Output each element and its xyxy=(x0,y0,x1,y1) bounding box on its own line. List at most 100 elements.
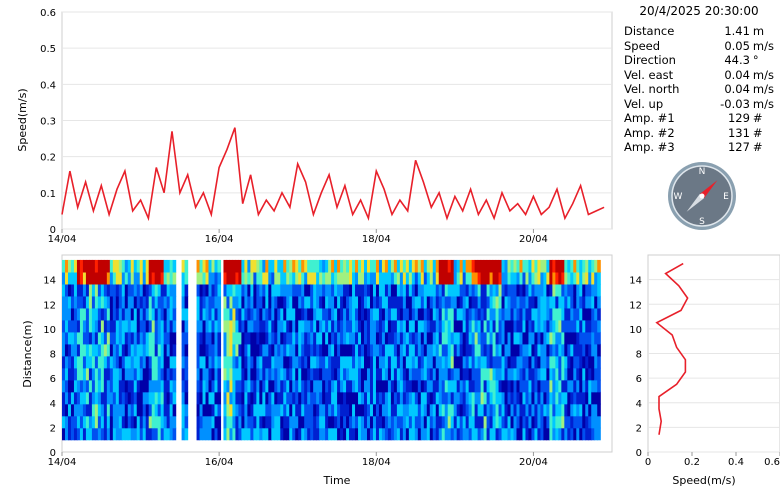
heatmap-cell xyxy=(88,259,93,273)
heatmap-cell xyxy=(238,319,242,333)
heatmap-cell xyxy=(196,379,201,393)
heatmap-cell xyxy=(64,307,69,321)
heatmap-cell xyxy=(495,379,500,393)
heatmap-cell xyxy=(498,391,503,405)
heatmap-cell xyxy=(67,307,72,321)
heatmap-cell xyxy=(570,319,574,333)
heatmap-cell xyxy=(420,343,425,357)
heatmap-cell xyxy=(253,391,257,405)
heatmap-cell xyxy=(552,271,556,285)
heatmap-cell xyxy=(217,295,222,309)
heatmap-cell xyxy=(453,259,458,273)
heatmap-cell xyxy=(67,343,72,357)
heatmap-cell xyxy=(364,367,368,381)
heatmap-cell xyxy=(450,331,455,345)
heatmap-cell xyxy=(459,391,464,405)
y-tick-label: 0 xyxy=(50,225,56,236)
heatmap-cell xyxy=(540,283,544,297)
heatmap-cell xyxy=(316,415,320,429)
heatmap-cell xyxy=(477,271,482,285)
heatmap-cell xyxy=(157,295,162,309)
heatmap-cell xyxy=(256,319,260,333)
heatmap-cell xyxy=(148,343,153,357)
heatmap-cell xyxy=(166,295,171,309)
heatmap-cell xyxy=(495,283,500,297)
heatmap-cell xyxy=(235,427,240,441)
heatmap-cell xyxy=(88,391,93,405)
heatmap-cell xyxy=(456,319,461,333)
heatmap-cell xyxy=(579,283,583,297)
heatmap-cell xyxy=(64,319,69,333)
heatmap-cell xyxy=(82,319,87,333)
heatmap-cell xyxy=(241,307,245,321)
heatmap-cell xyxy=(522,343,527,357)
heatmap-cell xyxy=(292,379,296,393)
heatmap-cell xyxy=(519,355,524,369)
heatmap-cell xyxy=(169,271,174,285)
heatmap-cell xyxy=(331,259,335,273)
heatmap-cell xyxy=(477,283,482,297)
heatmap-cell xyxy=(145,295,150,309)
heatmap-cell xyxy=(558,415,562,429)
heatmap-cell xyxy=(543,331,547,345)
heatmap-cell xyxy=(369,307,374,321)
heatmap-cell xyxy=(486,403,491,417)
heatmap-cell xyxy=(292,319,296,333)
heatmap-cell xyxy=(522,391,527,405)
heatmap-cell xyxy=(561,379,565,393)
heatmap-cell xyxy=(301,271,305,285)
heatmap-cell xyxy=(331,331,335,345)
heatmap-cell xyxy=(477,259,482,273)
heatmap-cell xyxy=(423,367,428,381)
y-tick-label: 2 xyxy=(50,423,56,434)
heatmap-cell xyxy=(546,283,550,297)
heatmap-cell xyxy=(334,295,338,309)
heatmap-cell xyxy=(151,343,156,357)
heatmap-cell xyxy=(184,367,189,381)
heatmap-cell xyxy=(163,331,168,345)
heatmap-cell xyxy=(540,319,544,333)
heatmap-cell xyxy=(369,391,374,405)
heatmap-cell xyxy=(235,367,240,381)
heatmap-cell xyxy=(64,427,69,441)
heatmap-cell xyxy=(471,415,476,429)
heatmap-cell xyxy=(271,319,275,333)
heatmap-cell xyxy=(265,283,269,297)
heatmap-cell xyxy=(295,331,299,345)
heatmap-cell xyxy=(414,271,419,285)
heatmap-cell xyxy=(241,367,245,381)
heatmap-cell xyxy=(588,259,592,273)
heatmap-cell xyxy=(274,367,278,381)
heatmap-cell xyxy=(399,331,404,345)
heatmap-cell xyxy=(375,259,380,273)
heatmap-cell xyxy=(552,307,556,321)
heatmap-cell xyxy=(346,295,350,309)
heatmap-cell xyxy=(160,331,165,345)
heatmap-cell xyxy=(79,271,84,285)
heatmap-cell xyxy=(247,319,251,333)
heatmap-cell xyxy=(426,319,431,333)
heatmap-cell xyxy=(307,331,311,345)
heatmap-cell xyxy=(387,259,392,273)
heatmap-cell xyxy=(250,331,254,345)
heatmap-cell xyxy=(241,415,245,429)
heatmap-cell xyxy=(555,283,559,297)
heatmap-cell xyxy=(355,391,359,405)
heatmap-cell xyxy=(474,343,479,357)
heatmap-cell xyxy=(567,295,571,309)
heatmap-cell xyxy=(232,427,237,441)
heatmap-cell xyxy=(447,283,452,297)
heatmap-cell xyxy=(211,427,216,441)
heatmap-cell xyxy=(346,259,350,273)
heatmap-cell xyxy=(399,343,404,357)
heatmap-cell xyxy=(196,427,201,441)
heatmap-cell xyxy=(423,391,428,405)
heatmap-cell xyxy=(79,403,84,417)
heatmap-cell xyxy=(196,355,201,369)
heatmap-cell xyxy=(229,427,234,441)
heatmap-cell xyxy=(268,415,272,429)
heatmap-cell xyxy=(408,391,413,405)
heatmap-cell xyxy=(64,259,69,273)
heatmap-cell xyxy=(579,343,583,357)
heatmap-cell xyxy=(450,355,455,369)
